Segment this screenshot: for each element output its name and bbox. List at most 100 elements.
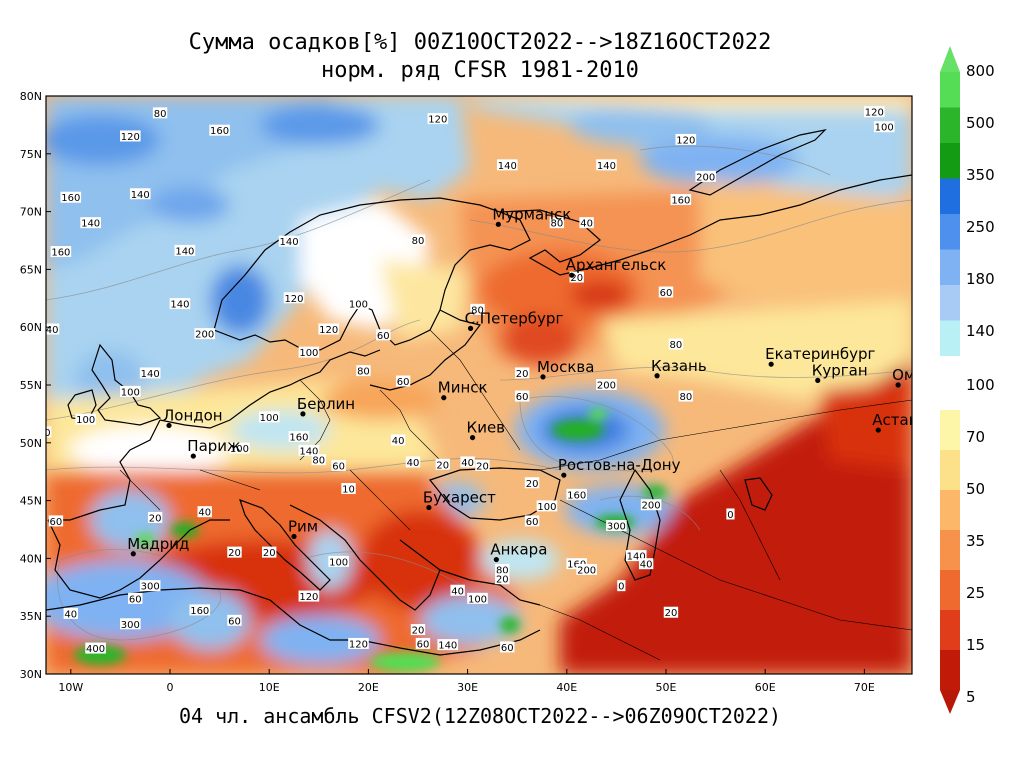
contour-label: 120 [349,639,368,650]
contour-label-bg [120,130,141,142]
city-label: Мурманск [492,205,571,223]
contour-label: 100 [230,444,249,455]
contour-label-bg [625,550,647,562]
contour-label-bg [283,292,305,304]
colorbar-swatch [940,490,960,530]
city-dot [895,382,901,388]
city-dot [768,361,774,367]
lat-label: 65N [20,263,42,276]
contour-label-bg [524,515,540,527]
colorbar-swatch [940,143,960,179]
city-dot [300,411,306,417]
lon-label: 0 [166,681,173,694]
contour-label-bg [229,442,250,454]
contour-label-bg [638,558,654,570]
contour-label: 80 [412,236,425,247]
contour-label-bg [197,506,212,518]
contour-label: 60 [228,616,241,627]
lon-label: 10W [58,681,83,694]
contour-label-bg [174,244,196,256]
contour-label: 120 [676,135,695,146]
contour-label-bg [695,170,716,182]
contour-label: 20 [263,548,276,559]
contour-label-bg [278,235,300,247]
lon-label: 20E [358,681,379,694]
lon-label: 30E [457,681,478,694]
colorbar-label: 25 [966,584,985,602]
city-label: Мадрид [127,535,189,553]
colorbar: 800 500 350 250 180 140 100 70 50 35 25 15 5 [940,46,995,714]
lat-label: 60N [20,321,42,334]
contour-label: 160 [289,433,308,444]
contour-label: 60 [332,461,345,472]
colorbar-swatch [940,178,960,214]
contour-label: 200 [696,172,715,183]
contour-label: 80 [357,367,370,378]
contour-label-bg [500,641,515,653]
contour-label: 60 [501,643,514,654]
contour-label: 0 [618,582,624,593]
contour-label-bg [437,639,459,651]
title-line-2: норм. ряд CFSR 1981-2010 [321,58,639,83]
contour-label-bg [596,159,617,171]
city-label: Астана [872,411,927,429]
contour-label-bg [569,271,584,283]
contour-label-bg [427,113,449,125]
contour-label: 80 [312,456,325,467]
contour-label-bg [475,459,490,471]
colorbar-label: 180 [966,270,995,288]
contour-label-bg [435,458,450,470]
contour-label: 40 [461,458,474,469]
contour-label: 100 [349,300,368,311]
contour-label-bg [48,515,64,527]
colorbar-label: 70 [966,428,985,446]
contour-label: 80 [670,340,683,351]
city-dot [166,422,172,429]
contour-label: 300 [141,582,160,593]
contour-label-bg [298,590,320,602]
contour-label-bg [311,454,326,466]
city-label: Казань [651,357,707,375]
contour-label-bg [80,217,101,229]
contour-label: 40 [640,560,653,571]
colorbar-swatch [940,214,960,250]
contour-label-bg [139,367,161,379]
contour-label-bg [128,592,143,604]
contour-label: 140 [498,161,517,172]
contour-label-bg [467,592,488,604]
colorbar-swatch [940,410,960,450]
lat-label: 80N [20,90,42,103]
contour-label-bg [470,303,485,315]
contour-label: 160 [190,606,209,617]
contour-label: 40 [392,436,405,447]
contour-label-bg [46,426,52,438]
contour-label: 160 [567,490,586,501]
contour-label-bg [318,323,340,335]
contour-label: 20 [412,626,425,637]
contour-label-bg [85,642,106,654]
lat-label: 40N [20,552,42,565]
contour-label-bg [496,159,518,171]
contour-label-bg [227,614,242,626]
contour-label-bg [678,390,694,402]
contour-label-bg [209,124,230,136]
contour-label-bg [63,607,78,619]
contour-label-bg [258,411,280,423]
contour-label: 40 [64,609,77,620]
field-peaks [74,408,667,672]
city-markers: Мурманск Архангельск С.Петербург Москва Каза… [127,205,932,563]
city-label: Омск [892,366,932,384]
lon-label: 70E [854,681,875,694]
contour-label: 120 [865,108,884,119]
contour-label-bg [348,298,369,310]
contour-label: 300 [607,522,626,533]
city-label: Бухарест [423,489,496,507]
contour-label-bg [617,580,626,592]
contour-label-bg [75,413,96,425]
city-label: Анкара [490,541,547,559]
contour-label-bg [298,346,320,358]
contour-label: 20 [516,369,529,380]
contour-label: 100 [31,428,50,439]
contour-label-bg [395,375,411,387]
contour-label-bg [549,217,565,229]
